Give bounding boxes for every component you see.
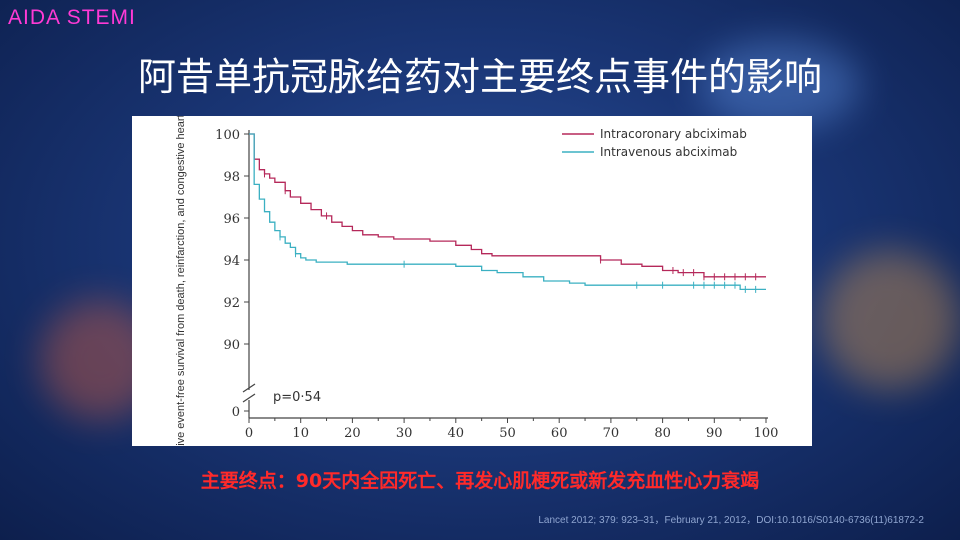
x-tick-label: 80 (654, 426, 671, 441)
background-bokeh (700, 40, 860, 130)
legend-label: Intracoronary abciximab (600, 127, 747, 141)
y-tick-label: 90 (223, 338, 240, 353)
background-bokeh (820, 250, 960, 390)
slide-title: 阿昔单抗冠脉给药对主要终点事件的影响 (137, 55, 822, 99)
x-tick-label: 0 (245, 426, 253, 441)
x-tick-label: 20 (344, 426, 361, 441)
legend-label: Intravenous abciximab (600, 145, 737, 159)
chart-axes: 90 92 94 96 98 100 00 10 20 30 40 50 60 70 80 90 100 (215, 128, 778, 441)
x-tick-label: 40 (448, 426, 465, 441)
p-value-annotation: p=0·54 (273, 390, 321, 405)
y-tick-label: 0 (232, 405, 240, 420)
y-axis-break-mark (242, 393, 256, 403)
y-axis-break-mark (242, 383, 256, 393)
primary-endpoint-note: 主要终点：90天内全因死亡、再发心肌梗死或新发充血性心力衰竭 (200, 470, 760, 492)
chart-panel: 90 92 94 96 98 100 0 0 10 20 30 40 50 60 70 80 90 100 Int… (132, 116, 812, 446)
x-tick-label: 70 (603, 426, 620, 441)
y-tick-label: 92 (223, 296, 240, 311)
y-tick-label: 94 (223, 254, 240, 269)
chart-legend: Intracoronary abciximab Intravenous abcix… (562, 127, 747, 159)
y-tick-label: 96 (223, 212, 240, 227)
x-tick-label: 100 (754, 426, 779, 441)
citation: Lancet 2012; 379: 923–31，February 21, 20… (538, 515, 924, 526)
series-line-intravenous (249, 133, 766, 291)
y-tick-label: 98 (223, 170, 240, 185)
x-tick-label: 50 (499, 426, 516, 441)
header-tag: AIDA STEMI (8, 6, 136, 29)
x-tick-label: 60 (551, 426, 568, 441)
y-axis-label: Cumulative event-free survival from deat… (175, 116, 187, 446)
x-tick-label: 30 (396, 426, 413, 441)
series-line-intracoronary (249, 133, 766, 278)
series-layer (249, 133, 766, 293)
y-tick-label: 100 (215, 128, 240, 143)
x-tick-label: 90 (706, 426, 723, 441)
survival-chart: 90 92 94 96 98 100 00 10 20 30 40 50 60 70 80 90 100 Int… (175, 116, 778, 446)
x-tick-label: 10 (292, 426, 309, 441)
